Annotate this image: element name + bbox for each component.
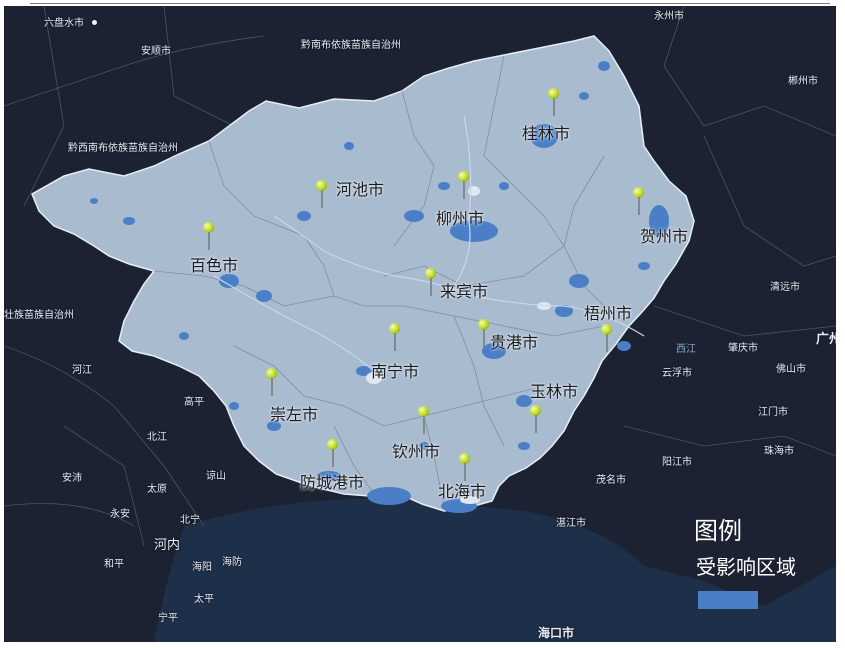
place-label-jiangmen: 江门市 bbox=[758, 407, 788, 418]
place-label-yangjiang: 阳江市 bbox=[662, 457, 692, 468]
province-borders bbox=[4, 6, 836, 547]
city-label-fangchenggang: 防城港市 bbox=[300, 473, 365, 492]
place-label-qiannan: 黔南布依族苗族自治州 bbox=[301, 40, 401, 51]
place-label-taiping: 太平 bbox=[194, 594, 214, 605]
pin-nanning[interactable] bbox=[389, 323, 401, 353]
city-label-laibin: 来宾市 bbox=[440, 282, 489, 301]
place-label-chenzhou: 郴州市 bbox=[788, 76, 818, 87]
top-divider bbox=[30, 3, 830, 4]
place-label-hejiang: 河江 bbox=[72, 365, 92, 376]
place-label-ningping: 宁平 bbox=[158, 613, 178, 624]
city-label-nanning: 南宁市 bbox=[371, 362, 420, 381]
rivers bbox=[213, 115, 645, 372]
place-label-haikou: 海口市 bbox=[538, 626, 575, 640]
place-label-zhuangmiao: 壮族苗族自治州 bbox=[4, 310, 74, 321]
city-label-liuzhou: 柳州市 bbox=[436, 209, 485, 228]
guangxi-region bbox=[31, 35, 695, 512]
pin-chongzuo[interactable] bbox=[266, 368, 278, 398]
city-label-yulin: 玉林市 bbox=[530, 382, 579, 401]
place-label-taiyuan: 太原 bbox=[147, 484, 167, 495]
city-label-guigang: 贵港市 bbox=[490, 333, 539, 352]
city-label-hezhou: 贺州市 bbox=[640, 227, 689, 246]
place-label-zhaoqing: 肇庆市 bbox=[728, 343, 758, 354]
place-label-guangzhou: 广州 bbox=[816, 332, 836, 347]
legend-title: 图例 bbox=[694, 517, 742, 545]
place-label-zhanjiang: 湛江市 bbox=[556, 518, 586, 529]
city-label-chongzuo: 崇左市 bbox=[270, 405, 319, 424]
pin-hezhou[interactable] bbox=[633, 187, 645, 217]
place-label-anshun: 安顺市 bbox=[141, 46, 171, 57]
city-label-qinzhou: 钦州市 bbox=[392, 442, 441, 461]
place-label-qianxinan: 黔西南布依族苗族自治州 bbox=[68, 143, 178, 154]
place-label-liangshan: 谅山 bbox=[206, 471, 226, 482]
pin-yulin[interactable] bbox=[530, 405, 542, 435]
pin-beihai[interactable] bbox=[459, 453, 471, 483]
place-label-gaoping: 高平 bbox=[184, 397, 204, 408]
pin-baise[interactable] bbox=[203, 222, 215, 252]
place-label-zhuhai: 珠海市 bbox=[764, 446, 794, 457]
place-label-yunfu: 云浮市 bbox=[662, 368, 692, 379]
city-borders bbox=[153, 55, 605, 507]
place-label-beijiang: 北江 bbox=[147, 432, 167, 443]
place-label-beining: 北宁 bbox=[180, 515, 200, 526]
pin-hechi[interactable] bbox=[316, 180, 328, 210]
city-label-wuzhou: 梧州市 bbox=[584, 304, 633, 323]
affected-areas bbox=[90, 61, 669, 513]
pin-wuzhou[interactable] bbox=[601, 324, 613, 354]
place-label-hanoi: 河内 bbox=[154, 538, 181, 553]
place-label-yongan: 永安 bbox=[110, 509, 130, 520]
map-base bbox=[4, 6, 836, 642]
place-label-liupanshui: 六盘水市 bbox=[44, 18, 84, 29]
legend-swatch bbox=[698, 591, 758, 609]
place-label-qingyuan: 清远市 bbox=[770, 282, 800, 293]
sea-area bbox=[154, 498, 836, 642]
pin-laibin[interactable] bbox=[425, 268, 437, 298]
pin-guilin[interactable] bbox=[548, 88, 560, 118]
pin-liuzhou[interactable] bbox=[458, 171, 470, 201]
city-label-baise: 百色市 bbox=[190, 256, 239, 275]
legend-label: 受影响区域 bbox=[696, 555, 796, 579]
place-label-heping: 和平 bbox=[104, 559, 124, 570]
pin-guigang[interactable] bbox=[478, 319, 490, 349]
city-label-beihai: 北海市 bbox=[438, 482, 487, 501]
pin-qinzhou[interactable] bbox=[418, 406, 430, 436]
map-canvas[interactable]: 桂林市 河池市 柳州市 贺州市 百色市 来宾市 梧州市 贵港市 南宁市 玉林市 … bbox=[4, 6, 836, 642]
place-label-yongzhou: 永州市 bbox=[654, 11, 684, 22]
place-label-anpei: 安沛 bbox=[62, 473, 82, 484]
place-label-xijiang: 西江 bbox=[676, 344, 696, 355]
city-label-guilin: 桂林市 bbox=[522, 124, 571, 143]
place-label-maoming: 茂名市 bbox=[596, 475, 626, 486]
place-label-haiphong: 海防 bbox=[222, 557, 242, 568]
place-label-foshan: 佛山市 bbox=[776, 364, 806, 375]
place-label-haiyang: 海阳 bbox=[192, 562, 212, 573]
city-label-hechi: 河池市 bbox=[336, 180, 385, 199]
pin-fangchenggang[interactable] bbox=[327, 439, 339, 469]
place-dot bbox=[92, 20, 97, 25]
